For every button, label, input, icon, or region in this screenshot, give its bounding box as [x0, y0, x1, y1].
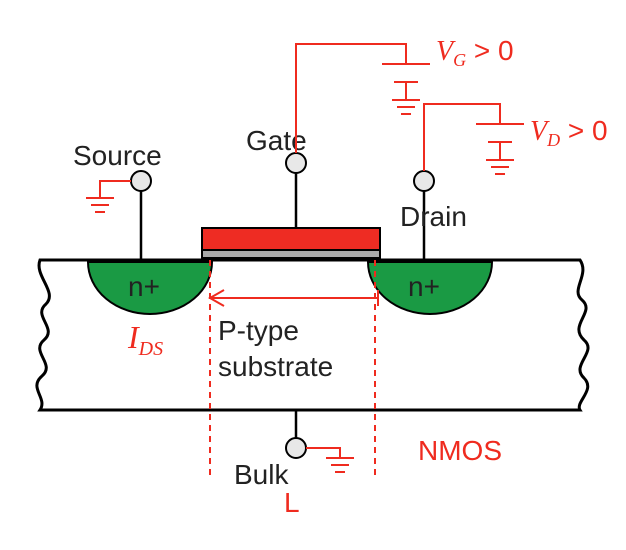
gate-terminal: [286, 153, 306, 173]
n-plus-source-label: n+: [128, 271, 160, 302]
source-terminal: [131, 171, 151, 191]
channel-length-label: L: [284, 487, 300, 518]
bulk-label: Bulk: [234, 459, 289, 490]
source-ground: [86, 181, 131, 212]
drain-label: Drain: [400, 201, 467, 232]
ids-current-arrow: [210, 290, 378, 306]
substrate-label-line1: P-type: [218, 315, 299, 346]
substrate-label-line2: substrate: [218, 351, 333, 382]
vg-source: [296, 44, 430, 153]
vd-label: VD > 0: [530, 115, 608, 150]
vg-label: VG > 0: [436, 35, 514, 70]
bulk-terminal: [286, 438, 306, 458]
drain-terminal: [414, 171, 434, 191]
gate-electrode: [202, 228, 380, 250]
vd-source: [424, 104, 524, 174]
gate-oxide: [202, 250, 380, 258]
source-label: Source: [73, 140, 162, 171]
ids-label: IDS: [127, 319, 163, 360]
nmos-cross-section-diagram: n+ n+ Source Gate Drain Bulk P-type subs…: [0, 0, 626, 550]
device-type-label: NMOS: [418, 435, 502, 466]
bulk-ground: [306, 448, 354, 472]
gate-label: Gate: [246, 125, 307, 156]
n-plus-drain-label: n+: [408, 271, 440, 302]
